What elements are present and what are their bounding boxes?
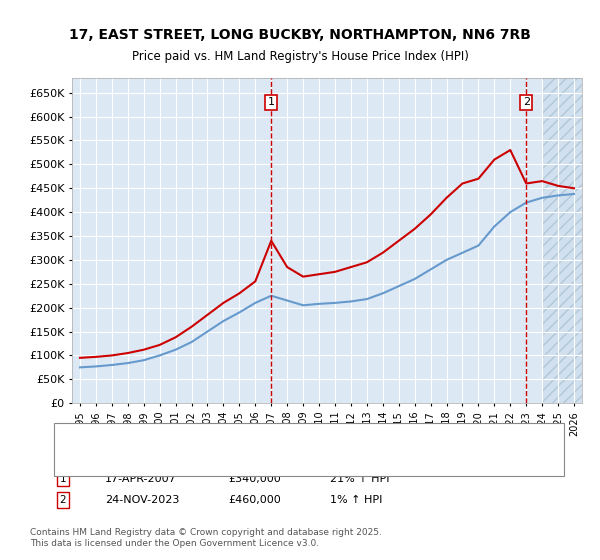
Text: 17-APR-2007: 17-APR-2007	[105, 474, 177, 484]
Text: 1% ↑ HPI: 1% ↑ HPI	[330, 495, 382, 505]
Text: 1: 1	[268, 97, 275, 108]
Text: 1: 1	[59, 474, 67, 484]
Text: HPI: Average price, detached house, West Northamptonshire: HPI: Average price, detached house, West…	[99, 449, 401, 459]
Text: 21% ↑ HPI: 21% ↑ HPI	[330, 474, 389, 484]
Text: 2: 2	[523, 97, 530, 108]
Text: £460,000: £460,000	[228, 495, 281, 505]
Text: 17, EAST STREET, LONG BUCKBY, NORTHAMPTON, NN6 7RB: 17, EAST STREET, LONG BUCKBY, NORTHAMPTO…	[69, 28, 531, 42]
Bar	[542, 78, 582, 403]
Text: £340,000: £340,000	[228, 474, 281, 484]
Text: 24-NOV-2023: 24-NOV-2023	[105, 495, 179, 505]
Text: Contains HM Land Registry data © Crown copyright and database right 2025.
This d: Contains HM Land Registry data © Crown c…	[30, 528, 382, 548]
Bar	[542, 78, 582, 403]
Text: Price paid vs. HM Land Registry's House Price Index (HPI): Price paid vs. HM Land Registry's House …	[131, 50, 469, 63]
Text: 2: 2	[59, 495, 67, 505]
Text: 17, EAST STREET, LONG BUCKBY, NORTHAMPTON, NN6 7RB (detached house): 17, EAST STREET, LONG BUCKBY, NORTHAMPTO…	[99, 432, 487, 442]
